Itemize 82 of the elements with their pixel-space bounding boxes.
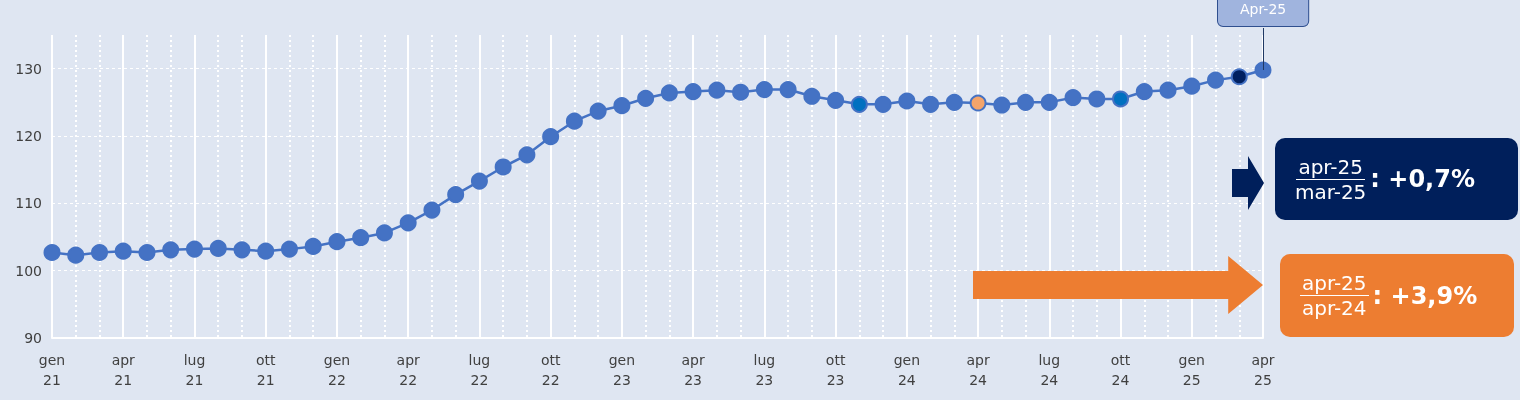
x-tick-label: apr 22 — [396, 352, 421, 388]
point — [1112, 90, 1130, 108]
annotation: Apr-25 — [1240, 1, 1287, 18]
point — [945, 93, 963, 111]
point — [969, 94, 987, 112]
point — [328, 233, 346, 251]
point — [209, 239, 227, 257]
x-tick-label: apr 24 — [966, 352, 990, 388]
point — [637, 89, 655, 107]
point — [1064, 89, 1082, 107]
point — [304, 237, 322, 255]
point — [803, 87, 821, 105]
point — [447, 186, 465, 204]
point — [660, 84, 678, 102]
point — [470, 172, 488, 190]
point — [565, 112, 583, 130]
point — [1135, 83, 1153, 101]
point — [732, 83, 750, 101]
point — [874, 95, 892, 113]
point — [518, 146, 536, 164]
x-tick-label: apr 21 — [111, 352, 136, 388]
x-tick-label: ott 23 — [825, 352, 846, 388]
point — [162, 241, 180, 259]
point — [185, 240, 203, 258]
point — [43, 243, 61, 261]
point — [993, 96, 1011, 114]
y-tick-label: 130 — [15, 60, 42, 77]
point — [1159, 81, 1177, 99]
point — [827, 91, 845, 109]
x-tick-label: gen 24 — [893, 352, 921, 388]
x-tick-label: gen 23 — [608, 352, 636, 388]
point — [138, 243, 156, 261]
point — [922, 95, 940, 113]
point — [589, 102, 607, 120]
point — [257, 242, 275, 260]
y-tick-label: 120 — [15, 128, 42, 144]
text: : +0,7% — [1370, 165, 1475, 193]
point — [233, 241, 251, 259]
x-tick-label: lug 22 — [468, 352, 491, 388]
point — [280, 240, 298, 258]
point — [114, 242, 132, 260]
point — [352, 229, 370, 247]
point — [1230, 68, 1248, 86]
x-tick-label: lug 21 — [183, 352, 206, 388]
point — [613, 97, 631, 115]
x-tick-label: lug 24 — [1038, 352, 1061, 388]
text: apr-24 — [1302, 296, 1367, 320]
text: apr-25 — [1300, 271, 1369, 296]
point — [1017, 93, 1035, 111]
x-tick-label: apr 23 — [681, 352, 705, 388]
point — [779, 81, 797, 99]
text: : +3,9% — [1372, 281, 1478, 310]
point — [708, 81, 726, 99]
y-tick-label: 100 — [15, 262, 42, 279]
point — [850, 95, 868, 113]
point — [684, 83, 702, 101]
point — [494, 158, 512, 176]
text: mar-25 — [1295, 179, 1367, 204]
x-tick-label: ott 22 — [540, 352, 561, 388]
y-tick-label: 110 — [15, 195, 42, 212]
x-tick-label: gen 25 — [1178, 352, 1205, 388]
x-tick-label: lug 23 — [753, 352, 776, 388]
point — [542, 128, 560, 146]
y-tick-label: 90 — [24, 330, 42, 346]
point — [1183, 77, 1201, 95]
x-tick-label: gen 21 — [38, 352, 66, 388]
point — [399, 214, 417, 232]
x-tick-label: gen 22 — [323, 352, 351, 388]
x-tick-label: apr 25 — [1251, 352, 1275, 388]
point — [67, 246, 85, 264]
point — [898, 92, 916, 110]
point — [1254, 61, 1272, 79]
x-tick-label: ott 24 — [1110, 352, 1131, 388]
point — [423, 201, 441, 219]
point — [1088, 90, 1106, 108]
point — [755, 81, 773, 99]
point — [91, 243, 108, 261]
point — [375, 224, 393, 242]
point — [1040, 93, 1058, 111]
point — [1207, 71, 1225, 89]
x-tick-label: ott 21 — [255, 352, 276, 388]
text: apr-25 — [1296, 154, 1365, 180]
